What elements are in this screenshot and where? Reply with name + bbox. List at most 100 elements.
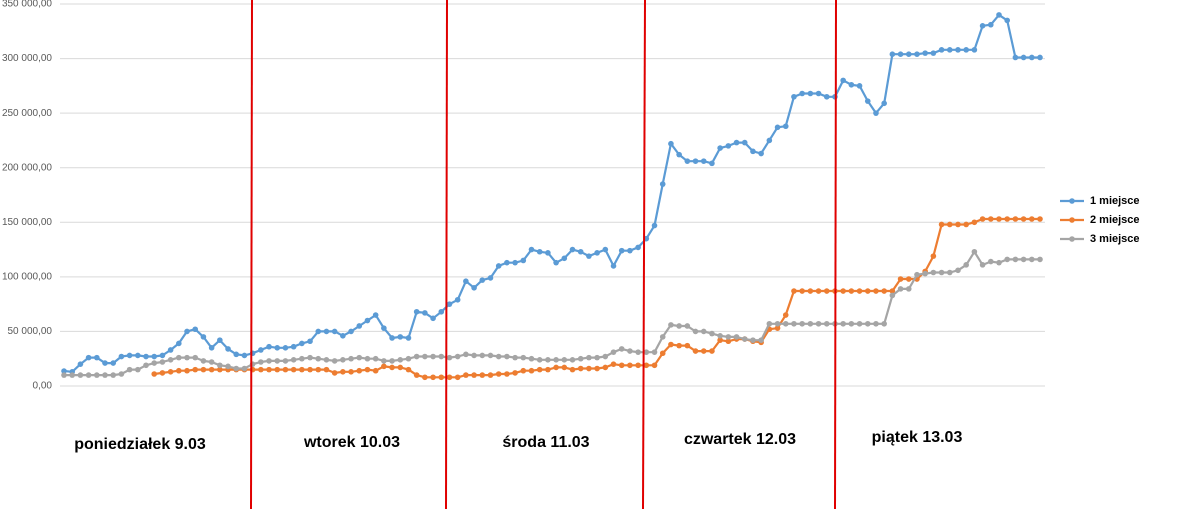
data-point bbox=[159, 359, 166, 365]
data-point bbox=[996, 259, 1002, 266]
data-point bbox=[1037, 54, 1043, 61]
data-point bbox=[684, 323, 691, 329]
data-point bbox=[454, 353, 461, 360]
data-point bbox=[889, 292, 896, 299]
data-point bbox=[159, 370, 166, 376]
data-point bbox=[102, 360, 108, 366]
data-point bbox=[897, 276, 904, 282]
data-point bbox=[946, 269, 953, 276]
data-point bbox=[200, 334, 207, 340]
data-point bbox=[520, 354, 527, 361]
data-point bbox=[938, 269, 945, 276]
data-point bbox=[225, 363, 231, 370]
data-point bbox=[430, 374, 436, 381]
data-point bbox=[815, 288, 822, 294]
data-point bbox=[200, 366, 207, 373]
data-point bbox=[766, 320, 773, 327]
data-point bbox=[971, 47, 978, 53]
data-point bbox=[889, 51, 896, 58]
data-point bbox=[512, 354, 518, 361]
data-point bbox=[135, 366, 141, 373]
data-point bbox=[709, 348, 715, 354]
data-point bbox=[987, 258, 994, 265]
legend-marker bbox=[1069, 236, 1075, 242]
data-point bbox=[463, 278, 469, 285]
data-point bbox=[864, 320, 871, 327]
data-point bbox=[709, 160, 715, 167]
data-point bbox=[545, 366, 551, 373]
data-point bbox=[438, 374, 445, 381]
data-point bbox=[774, 325, 781, 331]
data-point bbox=[602, 353, 609, 360]
data-point bbox=[823, 320, 830, 327]
data-point bbox=[520, 367, 527, 374]
data-point bbox=[192, 326, 199, 333]
data-point bbox=[561, 357, 568, 363]
data-point bbox=[807, 320, 814, 327]
data-point bbox=[422, 353, 428, 360]
data-point bbox=[479, 372, 486, 378]
day-label: piątek 13.03 bbox=[872, 429, 963, 446]
data-point bbox=[364, 366, 371, 373]
data-point bbox=[184, 354, 190, 361]
data-point bbox=[331, 358, 338, 364]
data-point bbox=[282, 358, 289, 364]
data-point bbox=[741, 139, 748, 146]
data-point bbox=[110, 360, 117, 366]
data-point bbox=[381, 363, 387, 370]
data-point bbox=[569, 246, 576, 253]
data-point bbox=[487, 352, 494, 359]
data-point bbox=[758, 150, 764, 157]
data-point bbox=[725, 338, 732, 345]
data-point bbox=[274, 345, 281, 351]
data-point bbox=[545, 250, 551, 256]
data-point bbox=[118, 371, 125, 377]
data-point bbox=[881, 100, 887, 107]
data-point bbox=[323, 328, 330, 335]
y-tick-label: 100 000,00 bbox=[2, 271, 52, 282]
data-point bbox=[815, 90, 822, 97]
data-point bbox=[553, 357, 559, 363]
data-point bbox=[528, 367, 535, 374]
data-point bbox=[446, 354, 453, 361]
data-point bbox=[266, 366, 272, 373]
data-point bbox=[897, 51, 904, 58]
data-point bbox=[823, 288, 830, 294]
data-point bbox=[479, 352, 486, 359]
data-point bbox=[873, 110, 879, 116]
y-tick-label: 250 000,00 bbox=[2, 108, 52, 119]
day-separator bbox=[642, 0, 646, 509]
data-point bbox=[659, 334, 666, 340]
data-point bbox=[1037, 216, 1043, 222]
data-point bbox=[602, 364, 609, 371]
data-point bbox=[126, 352, 133, 359]
data-point bbox=[963, 262, 969, 268]
data-point bbox=[651, 349, 658, 355]
data-point bbox=[438, 353, 445, 360]
data-point bbox=[1020, 256, 1027, 263]
data-point bbox=[422, 310, 428, 316]
data-point bbox=[659, 181, 666, 187]
data-point bbox=[651, 222, 658, 229]
data-point bbox=[905, 286, 912, 292]
data-point bbox=[77, 361, 84, 367]
data-point bbox=[750, 148, 756, 155]
data-point bbox=[840, 77, 846, 84]
series-line bbox=[64, 250, 1040, 377]
data-point bbox=[258, 366, 264, 373]
data-point bbox=[258, 347, 264, 353]
data-point bbox=[930, 269, 937, 276]
data-point bbox=[914, 51, 920, 58]
data-point bbox=[274, 366, 281, 373]
data-point bbox=[1028, 216, 1035, 222]
data-point bbox=[799, 90, 805, 97]
data-point bbox=[151, 371, 158, 377]
data-point bbox=[914, 271, 920, 278]
data-point bbox=[791, 288, 797, 294]
data-point bbox=[774, 124, 781, 131]
data-point bbox=[676, 323, 682, 329]
data-point bbox=[1037, 256, 1043, 263]
data-point bbox=[930, 253, 937, 259]
data-point bbox=[700, 348, 707, 354]
